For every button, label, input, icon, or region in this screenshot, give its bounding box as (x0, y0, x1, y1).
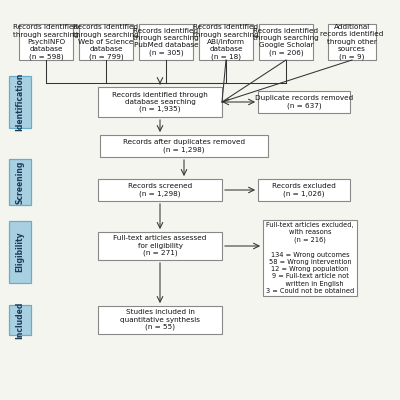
FancyBboxPatch shape (98, 87, 222, 117)
Text: Full-text articles excluded,
with reasons
(n = 216)

134 = Wrong outcomes
58 = W: Full-text articles excluded, with reason… (266, 222, 354, 294)
FancyBboxPatch shape (258, 91, 350, 113)
Text: Included: Included (16, 301, 24, 339)
Text: Identification: Identification (16, 73, 24, 131)
FancyBboxPatch shape (19, 24, 73, 60)
FancyBboxPatch shape (9, 305, 31, 335)
Text: Eligibility: Eligibility (16, 232, 24, 272)
Text: Records identified
through searching
PsychINFO
database
(n = 598): Records identified through searching Psy… (13, 24, 79, 60)
FancyBboxPatch shape (9, 221, 31, 283)
FancyBboxPatch shape (9, 76, 31, 128)
Text: Records identified
through searching
PubMed database
(n = 305): Records identified through searching Pub… (133, 28, 199, 56)
Text: Duplicate records removed
(n = 637): Duplicate records removed (n = 637) (255, 95, 353, 109)
FancyBboxPatch shape (263, 220, 357, 296)
Text: Additional
records identified
through other
sources
(n = 9): Additional records identified through ot… (320, 24, 384, 60)
Text: Records identified
through searching
Web of Science
database
(n = 799): Records identified through searching Web… (73, 24, 139, 60)
FancyBboxPatch shape (9, 159, 31, 205)
Text: Full-text articles assessed
for eligibility
(n = 271): Full-text articles assessed for eligibil… (113, 236, 207, 256)
FancyBboxPatch shape (100, 135, 268, 157)
Text: Records identified
through searching
ABI/Inform
database
(n = 18): Records identified through searching ABI… (193, 24, 259, 60)
Text: Records excluded
(n = 1,026): Records excluded (n = 1,026) (272, 183, 336, 197)
FancyBboxPatch shape (98, 306, 222, 334)
FancyBboxPatch shape (199, 24, 253, 60)
Text: Records after duplicates removed
(n = 1,298): Records after duplicates removed (n = 1,… (123, 139, 245, 153)
FancyBboxPatch shape (98, 179, 222, 201)
FancyBboxPatch shape (98, 232, 222, 260)
Text: Records identified through
database searching
(n = 1,935): Records identified through database sear… (112, 92, 208, 112)
Text: Screening: Screening (16, 160, 24, 204)
FancyBboxPatch shape (79, 24, 133, 60)
Text: Records identified
through searching
Google Scholar
(n = 206): Records identified through searching Goo… (253, 28, 319, 56)
FancyBboxPatch shape (258, 179, 350, 201)
FancyBboxPatch shape (139, 24, 193, 60)
Text: Records screened
(n = 1,298): Records screened (n = 1,298) (128, 183, 192, 197)
FancyBboxPatch shape (259, 24, 313, 60)
Text: Studies included in
quantitative synthesis
(n = 55): Studies included in quantitative synthes… (120, 310, 200, 330)
FancyBboxPatch shape (328, 24, 376, 60)
